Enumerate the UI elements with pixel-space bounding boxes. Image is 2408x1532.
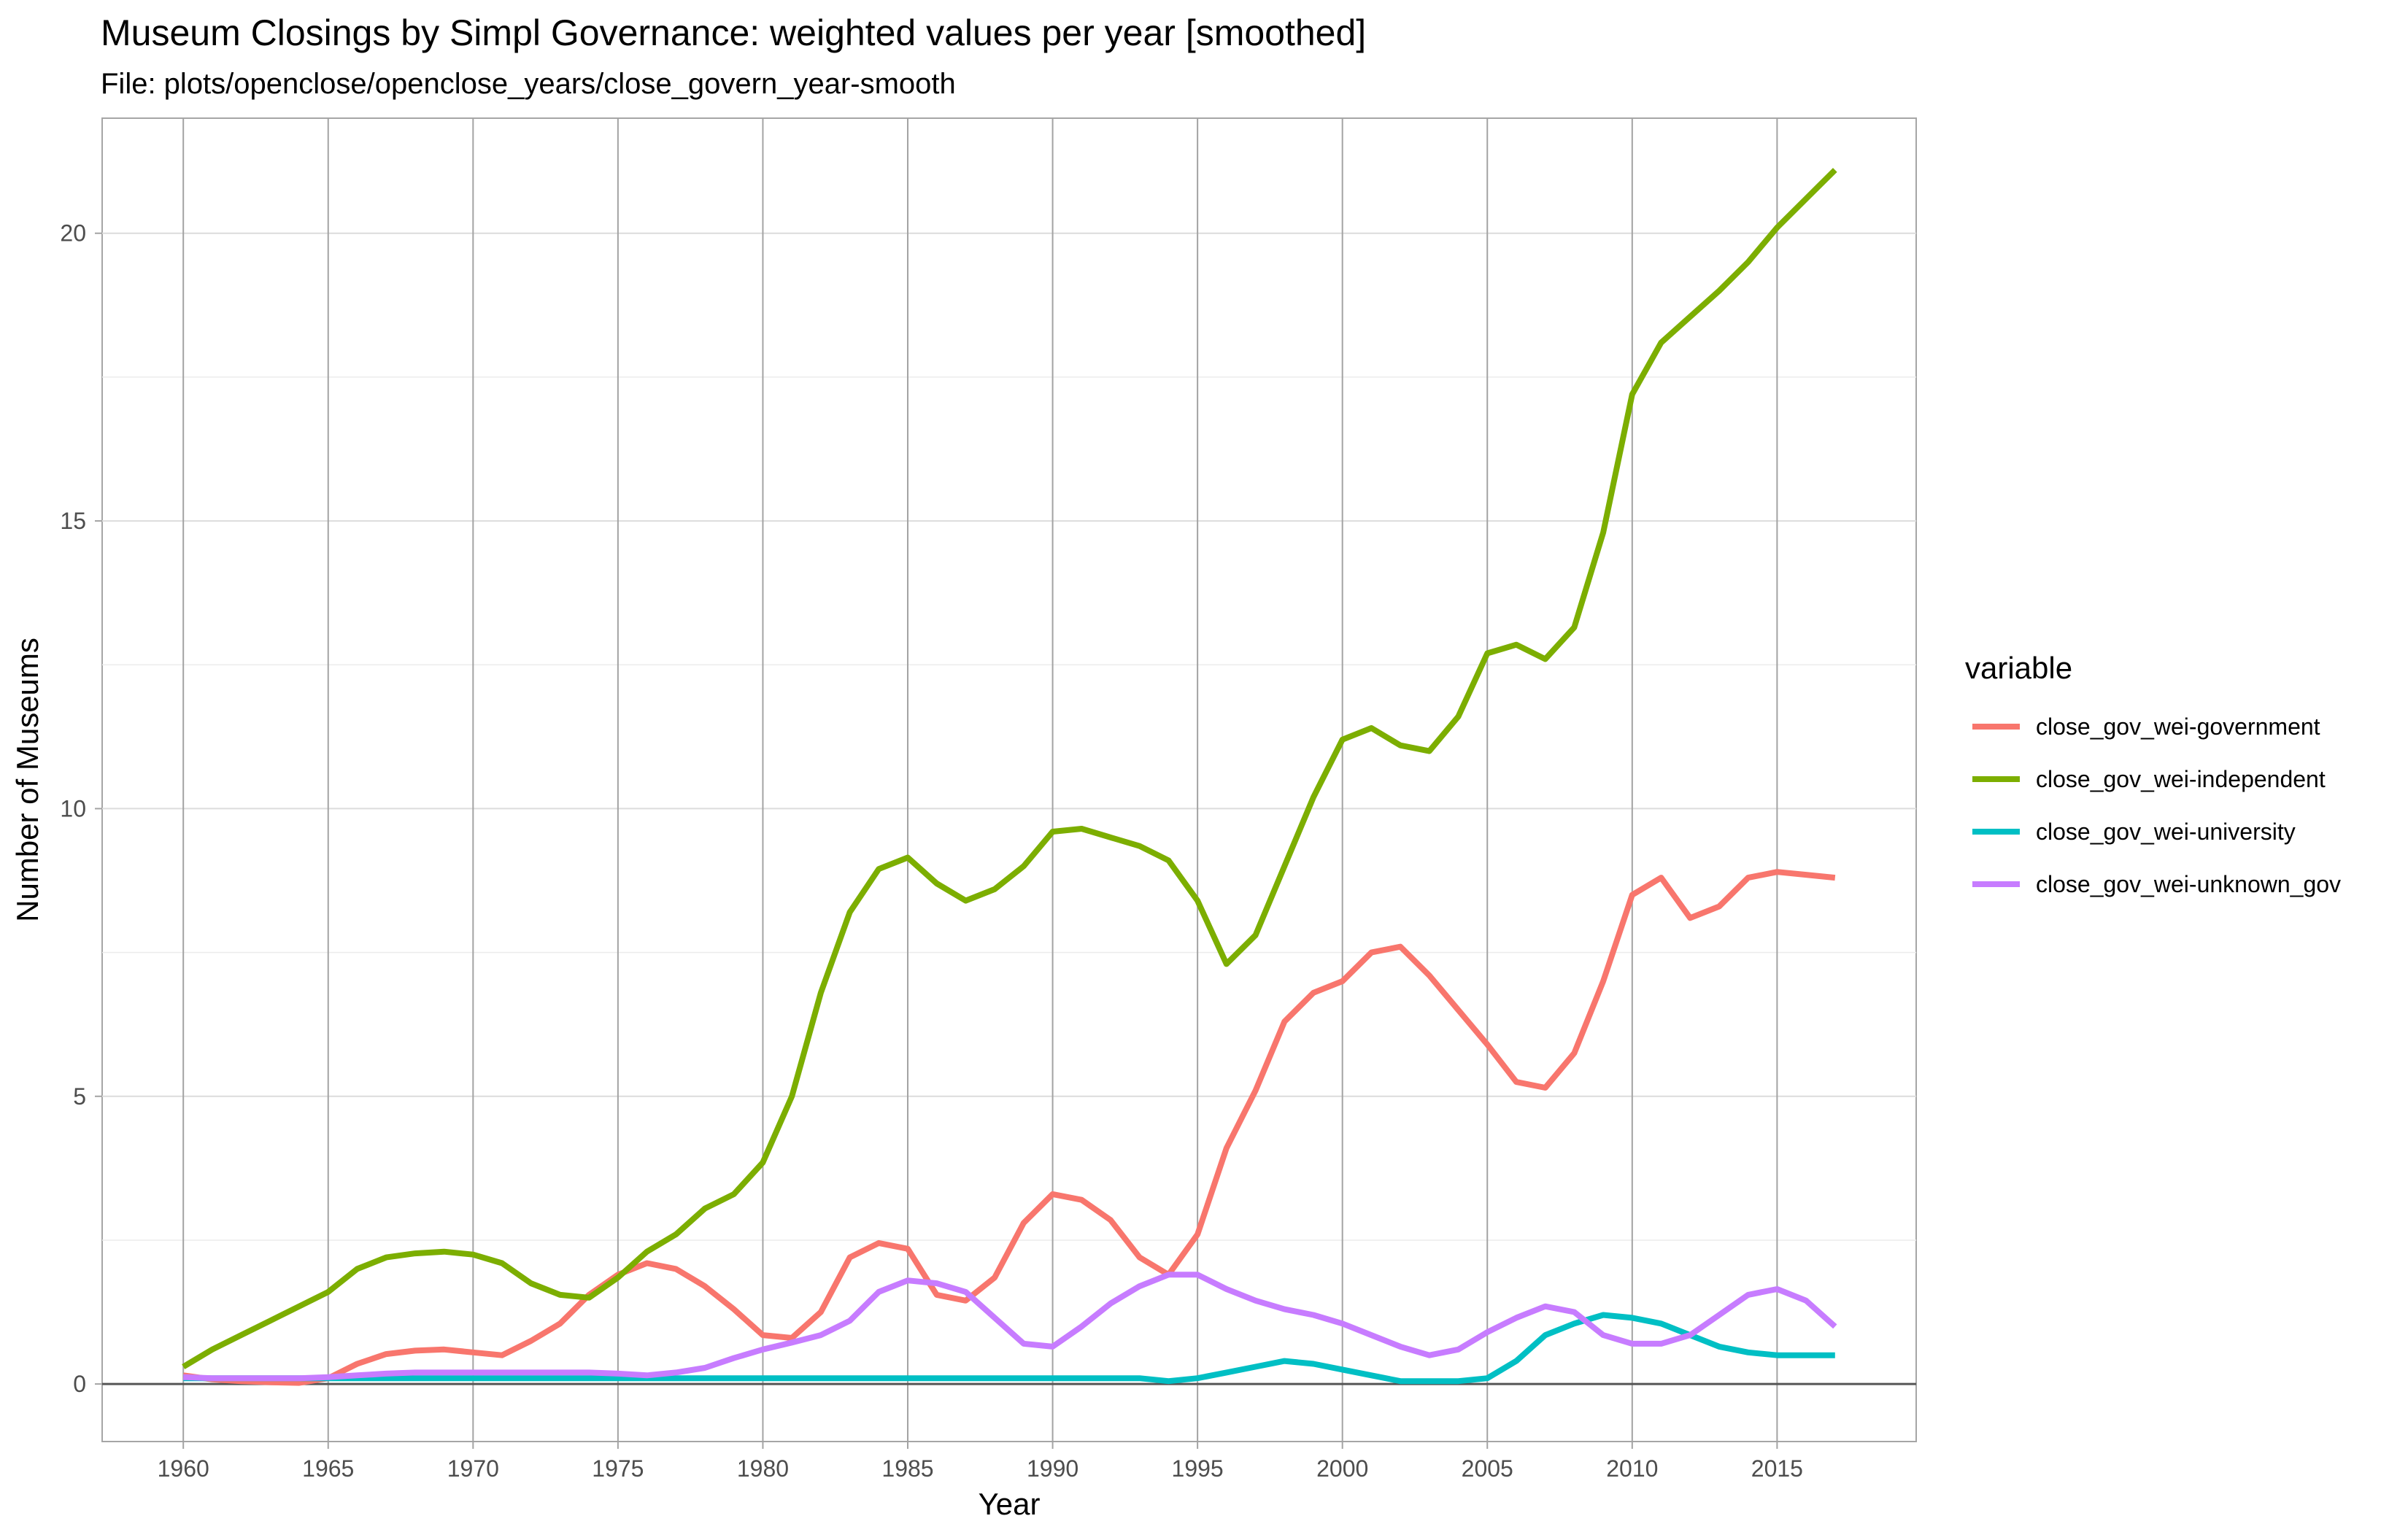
x-tick-label: 2015 (1751, 1455, 1803, 1482)
legend: variable close_gov_wei-government close_g… (1965, 651, 2341, 897)
x-tick-label: 1975 (592, 1455, 644, 1482)
plot-panel (101, 117, 1917, 1442)
legend-title: variable (1965, 651, 2072, 685)
series-lines (182, 168, 1837, 1386)
y-tick-label: 10 (60, 795, 86, 821)
y-axis-title: Number of Museums (10, 638, 45, 922)
y-tick-label: 15 (60, 508, 86, 534)
legend-label-close_gov_wei-university: close_gov_wei-university (2036, 819, 2296, 845)
x-tick-label: 2005 (1462, 1455, 1513, 1482)
x-tick-label: 1985 (881, 1455, 933, 1482)
x-tick-label: 1980 (737, 1455, 789, 1482)
y-tick-label: 20 (60, 220, 86, 247)
legend-label-close_gov_wei-unknown_gov: close_gov_wei-unknown_gov (2036, 871, 2341, 897)
x-tick-label: 2000 (1316, 1455, 1368, 1482)
chart-subtitle: File: plots/openclose/openclose_years/cl… (101, 68, 956, 100)
y-tick-label: 0 (73, 1371, 86, 1397)
x-axis: 1960 1965 1970 1975 1980 1985 1990 1995 2000 2005… (158, 1442, 1803, 1482)
x-tick-label: 2010 (1606, 1455, 1658, 1482)
y-tick-label: 5 (73, 1083, 86, 1110)
legend-label-close_gov_wei-independent: close_gov_wei-independent (2036, 766, 2326, 792)
series-line-close_gov_wei-independent (182, 168, 1837, 1369)
series-line-close_gov_wei-government (182, 869, 1836, 1386)
y-axis: 0 5 10 15 20 (60, 220, 102, 1397)
x-tick-label: 1965 (302, 1455, 354, 1482)
x-tick-label: 1990 (1027, 1455, 1078, 1482)
legend-label-close_gov_wei-government: close_gov_wei-government (2036, 713, 2320, 740)
x-axis-title: Year (979, 1487, 1041, 1521)
x-tick-label: 1995 (1172, 1455, 1224, 1482)
series-line-close_gov_wei-unknown_gov (183, 1272, 1837, 1382)
series-line-close_gov_wei-university (183, 1312, 1835, 1385)
chart-title: Museum Closings by Simpl Governance: wei… (101, 12, 1366, 53)
x-tick-label: 1970 (447, 1455, 499, 1482)
x-tick-label: 1960 (158, 1455, 209, 1482)
